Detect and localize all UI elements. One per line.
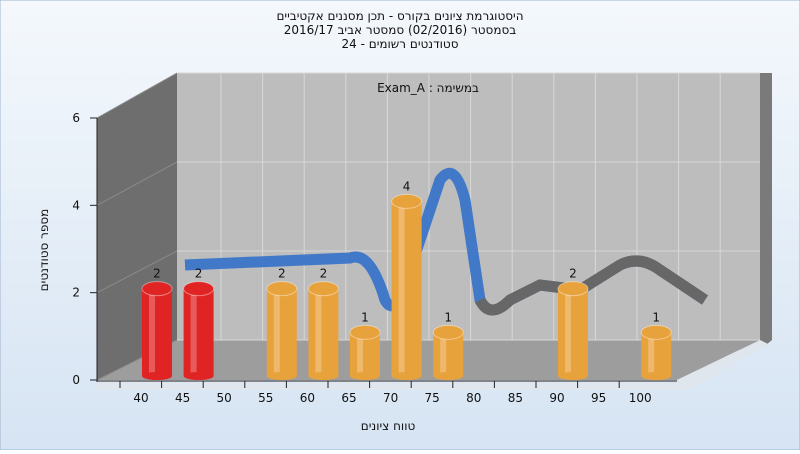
bar-highlight bbox=[648, 332, 655, 376]
bar-bottom bbox=[266, 372, 297, 380]
bar-body bbox=[308, 288, 339, 376]
x-tick-label: 95 bbox=[591, 391, 606, 405]
x-tick-label: 40 bbox=[133, 391, 148, 405]
bar-body bbox=[558, 288, 588, 376]
bar-body bbox=[183, 288, 214, 376]
bar-bottom bbox=[641, 372, 672, 380]
bar-body bbox=[641, 332, 672, 376]
chart-title: סטודנטים רשומים - 24 bbox=[341, 37, 458, 51]
bar-body bbox=[433, 332, 464, 376]
bar-top bbox=[391, 193, 423, 209]
bar bbox=[307, 281, 339, 380]
bar bbox=[141, 281, 173, 380]
grid-line bbox=[96, 250, 178, 294]
bar bbox=[349, 324, 381, 380]
bar-top bbox=[557, 281, 589, 297]
bar-bottom bbox=[433, 372, 464, 380]
data-label: 2 bbox=[278, 267, 286, 281]
bar-highlight bbox=[190, 288, 197, 376]
bar-highlight bbox=[149, 288, 155, 376]
x-tick-label: 50 bbox=[217, 391, 232, 405]
bar-bottom bbox=[350, 372, 380, 380]
data-label: 2 bbox=[195, 267, 203, 281]
bar bbox=[640, 324, 672, 380]
x-tick-label: 70 bbox=[383, 391, 398, 405]
bar-highlight bbox=[357, 332, 363, 376]
bar-body bbox=[391, 201, 422, 376]
bar bbox=[266, 281, 298, 380]
x-tick-label: 85 bbox=[508, 391, 523, 405]
bar-bottom bbox=[558, 372, 588, 380]
data-label: 2 bbox=[569, 267, 577, 281]
chart-title: בסמסטר (02/2016) סמסטר אביב 2016/17 bbox=[284, 23, 516, 37]
bar bbox=[432, 324, 464, 380]
y-tick-label: 6 bbox=[72, 111, 80, 125]
chart-title: היסטוגרמת ציונים בקורס - תכן מסננים אקטי… bbox=[276, 9, 523, 23]
bar bbox=[557, 281, 589, 380]
bar bbox=[183, 281, 215, 380]
data-label: 1 bbox=[361, 310, 369, 324]
x-tick-label: 75 bbox=[425, 391, 440, 405]
floor bbox=[97, 340, 760, 380]
x-axis-label: טווח ציונים bbox=[361, 419, 416, 433]
bar-top bbox=[183, 281, 215, 297]
bar-top bbox=[141, 281, 173, 297]
bar bbox=[391, 193, 423, 380]
bar-highlight bbox=[440, 332, 447, 376]
bar-bottom bbox=[308, 372, 339, 380]
bar-highlight bbox=[273, 288, 280, 376]
bar-body bbox=[142, 288, 172, 376]
bar-top bbox=[266, 281, 298, 297]
x-tick-label: 90 bbox=[549, 391, 564, 405]
chart-subtitle: Exam_A : במשימה bbox=[377, 81, 479, 95]
bar-body bbox=[350, 332, 380, 376]
grid-line bbox=[96, 72, 178, 119]
y-tick-label: 0 bbox=[72, 373, 80, 387]
data-label: 1 bbox=[444, 310, 452, 324]
grid-line bbox=[96, 161, 178, 206]
x-tick-label: 80 bbox=[466, 391, 481, 405]
x-tick-label: 45 bbox=[175, 391, 190, 405]
y-tick-label: 4 bbox=[72, 198, 80, 212]
floor-edge bbox=[97, 340, 770, 390]
bar-highlight bbox=[398, 201, 405, 376]
bar-bottom bbox=[391, 372, 422, 380]
bar-highlight bbox=[315, 288, 322, 376]
x-tick-label: 55 bbox=[258, 391, 273, 405]
data-label: 2 bbox=[153, 267, 161, 281]
data-label: 1 bbox=[652, 310, 660, 324]
bar-bottom bbox=[183, 372, 214, 380]
x-tick-label: 60 bbox=[300, 391, 315, 405]
x-tick-label: 65 bbox=[341, 391, 356, 405]
bar-bottom bbox=[142, 372, 172, 380]
x-tick-label: 100 bbox=[629, 391, 652, 405]
bar-top bbox=[307, 281, 339, 297]
data-label: 2 bbox=[320, 267, 328, 281]
bar-top bbox=[349, 324, 381, 340]
bar-top bbox=[432, 324, 464, 340]
y-axis-label: מספר סטודנטים bbox=[37, 209, 51, 292]
bar-highlight bbox=[565, 288, 571, 376]
bar-body bbox=[266, 288, 297, 376]
y-tick-label: 2 bbox=[72, 286, 80, 300]
data-label: 4 bbox=[403, 179, 411, 193]
bar-top bbox=[640, 324, 672, 340]
